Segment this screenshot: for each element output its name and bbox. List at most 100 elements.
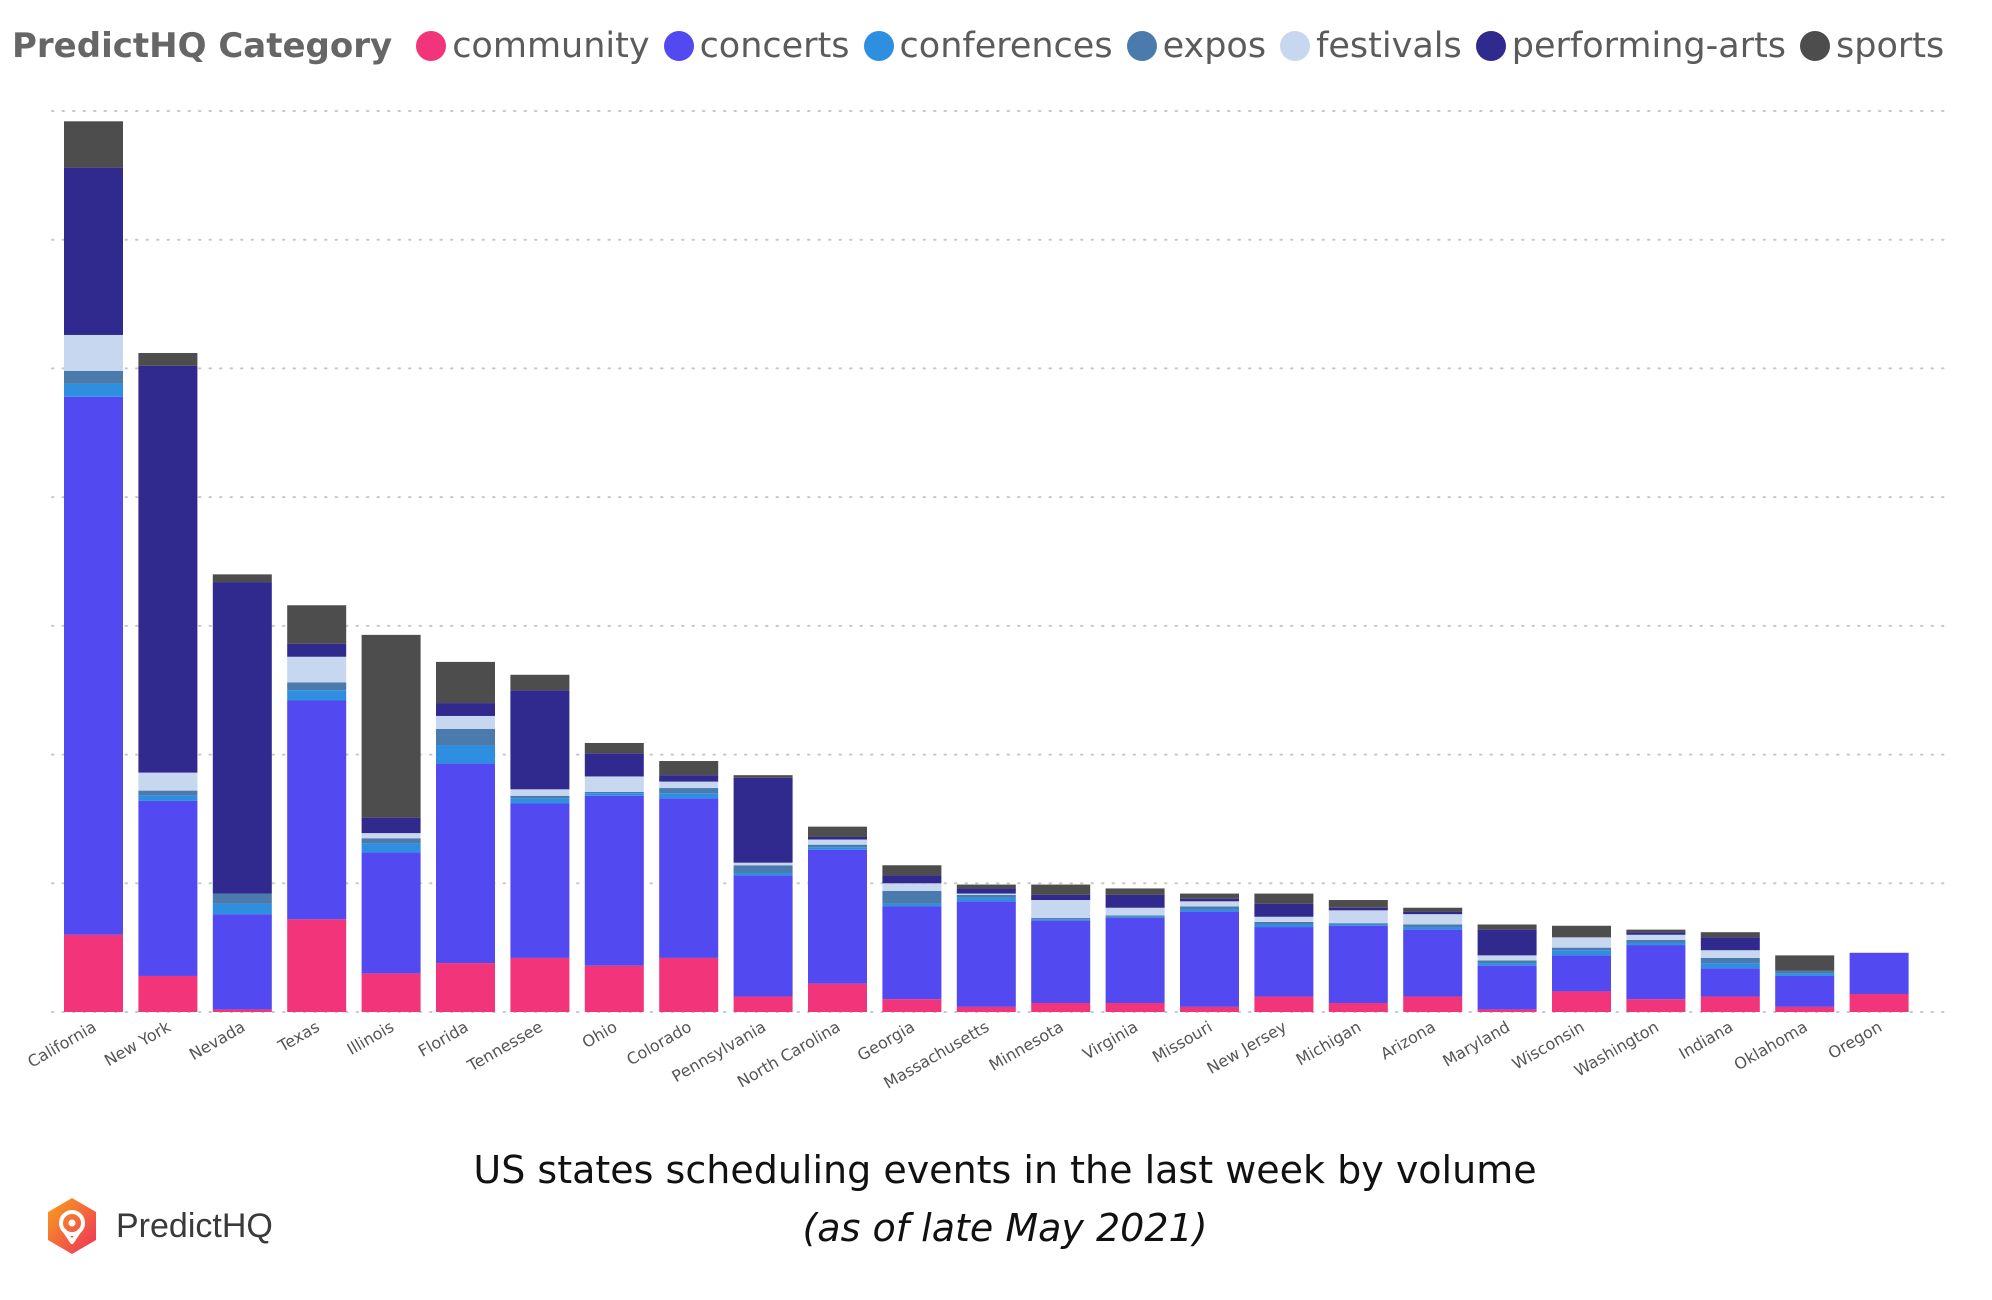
bar-segment-performing-arts[interactable]	[808, 836, 867, 840]
bar-stack-new-jersey[interactable]	[1254, 893, 1314, 1012]
bar-segment-festivals[interactable]	[64, 334, 123, 372]
bar-segment-conferences[interactable]	[510, 798, 570, 804]
bar-segment-concerts[interactable]	[1328, 925, 1388, 1003]
bar-segment-community[interactable]	[1328, 1002, 1388, 1012]
bar-segment-conferences[interactable]	[1328, 924, 1388, 926]
bar-segment-community[interactable]	[64, 934, 123, 1012]
bar-segment-expos[interactable]	[64, 371, 123, 384]
bar-segment-festivals[interactable]	[510, 789, 570, 796]
bar-stack-minnesota[interactable]	[1031, 884, 1091, 1012]
legend-item-concerts[interactable]: concerts	[663, 26, 850, 66]
bar-segment-concerts[interactable]	[64, 396, 123, 935]
bar-segment-conferences[interactable]	[1477, 963, 1537, 966]
bar-segment-expos[interactable]	[1031, 918, 1091, 920]
bar-stack-arizona[interactable]	[1403, 907, 1463, 1012]
bar-segment-community[interactable]	[138, 975, 198, 1012]
bar-segment-conferences[interactable]	[1552, 950, 1611, 956]
bar-segment-expos[interactable]	[1552, 947, 1611, 951]
bar-segment-community[interactable]	[808, 983, 867, 1012]
legend-item-community[interactable]: community	[416, 26, 650, 66]
bar-stack-texas[interactable]	[287, 605, 347, 1012]
bar-segment-community[interactable]	[212, 1009, 272, 1012]
bar-segment-sports[interactable]	[1328, 900, 1388, 908]
bar-segment-sports[interactable]	[287, 605, 347, 644]
bar-segment-expos[interactable]	[956, 894, 1016, 898]
bar-segment-expos[interactable]	[510, 795, 570, 799]
bar-segment-conferences[interactable]	[1105, 916, 1165, 919]
bar-segment-conferences[interactable]	[659, 793, 719, 799]
bar-segment-expos[interactable]	[436, 728, 495, 746]
bar-segment-festivals[interactable]	[584, 776, 644, 792]
bar-segment-concerts[interactable]	[510, 803, 570, 958]
bar-segment-performing-arts[interactable]	[361, 817, 421, 834]
bar-segment-festivals[interactable]	[1254, 916, 1314, 922]
bar-segment-concerts[interactable]	[733, 875, 793, 997]
bar-segment-sports[interactable]	[1700, 932, 1760, 938]
bar-segment-festivals[interactable]	[1180, 901, 1239, 907]
bar-segment-expos[interactable]	[212, 893, 272, 904]
bar-segment-festivals[interactable]	[287, 656, 347, 683]
bar-segment-festivals[interactable]	[1477, 955, 1537, 961]
bar-stack-missouri[interactable]	[1180, 893, 1239, 1012]
bar-segment-performing-arts[interactable]	[64, 167, 123, 335]
bar-stack-wisconsin[interactable]	[1552, 925, 1611, 1012]
bar-segment-community[interactable]	[510, 957, 570, 1012]
bar-segment-sports[interactable]	[1180, 893, 1239, 899]
bar-segment-performing-arts[interactable]	[956, 888, 1016, 894]
bar-segment-expos[interactable]	[808, 844, 867, 848]
bar-stack-oregon[interactable]	[1849, 952, 1909, 1012]
bar-segment-community[interactable]	[1254, 996, 1314, 1012]
bar-segment-festivals[interactable]	[361, 833, 421, 839]
bar-segment-concerts[interactable]	[361, 852, 421, 974]
bar-stack-ohio[interactable]	[584, 742, 644, 1012]
bar-stack-pennsylvania[interactable]	[733, 775, 793, 1012]
bar-segment-concerts[interactable]	[882, 906, 942, 1000]
bar-segment-conferences[interactable]	[1031, 919, 1091, 921]
bar-segment-performing-arts[interactable]	[882, 875, 942, 884]
bar-segment-performing-arts[interactable]	[1180, 898, 1239, 902]
bar-segment-festivals[interactable]	[659, 781, 719, 789]
bar-segment-performing-arts[interactable]	[1328, 907, 1388, 911]
bar-segment-expos[interactable]	[361, 838, 421, 844]
bar-segment-performing-arts[interactable]	[287, 643, 347, 657]
legend-item-festivals[interactable]: festivals	[1280, 26, 1462, 66]
bar-segment-conferences[interactable]	[287, 690, 347, 701]
bar-segment-conferences[interactable]	[808, 847, 867, 850]
bar-segment-concerts[interactable]	[1180, 911, 1239, 1007]
bar-segment-community[interactable]	[361, 973, 421, 1012]
bar-stack-georgia[interactable]	[882, 865, 942, 1012]
legend-item-expos[interactable]: expos	[1126, 26, 1266, 66]
bar-segment-sports[interactable]	[1403, 907, 1463, 912]
bar-segment-festivals[interactable]	[956, 893, 1016, 895]
bar-segment-sports[interactable]	[64, 121, 123, 168]
bar-stack-maryland[interactable]	[1477, 924, 1537, 1012]
bar-segment-festivals[interactable]	[436, 715, 495, 729]
bar-segment-performing-arts[interactable]	[1031, 894, 1091, 901]
bar-segment-festivals[interactable]	[1403, 914, 1463, 925]
bar-segment-sports[interactable]	[436, 661, 495, 704]
bar-segment-community[interactable]	[956, 1006, 1016, 1012]
bar-segment-sports[interactable]	[956, 884, 1016, 889]
bar-segment-expos[interactable]	[659, 788, 719, 794]
bar-segment-sports[interactable]	[1031, 884, 1091, 895]
bar-segment-conferences[interactable]	[138, 795, 198, 801]
bar-stack-michigan[interactable]	[1328, 900, 1388, 1012]
bar-segment-sports[interactable]	[584, 742, 644, 754]
bar-segment-concerts[interactable]	[1775, 975, 1835, 1007]
bar-segment-expos[interactable]	[1775, 970, 1835, 974]
bar-segment-conferences[interactable]	[1254, 924, 1314, 928]
bar-stack-north-carolina[interactable]	[808, 826, 867, 1012]
bar-segment-community[interactable]	[1180, 1006, 1239, 1012]
bar-segment-sports[interactable]	[1105, 888, 1165, 895]
bar-segment-expos[interactable]	[1700, 957, 1760, 964]
bar-segment-concerts[interactable]	[138, 800, 198, 976]
bar-stack-nevada[interactable]	[212, 574, 272, 1012]
bar-segment-sports[interactable]	[138, 352, 198, 366]
bar-segment-community[interactable]	[1031, 1002, 1091, 1012]
bar-segment-performing-arts[interactable]	[659, 775, 719, 782]
bar-segment-concerts[interactable]	[287, 700, 347, 920]
bar-segment-sports[interactable]	[1477, 924, 1537, 930]
bar-segment-conferences[interactable]	[1775, 973, 1835, 976]
bar-segment-conferences[interactable]	[1403, 927, 1463, 930]
bar-segment-conferences[interactable]	[361, 843, 421, 853]
